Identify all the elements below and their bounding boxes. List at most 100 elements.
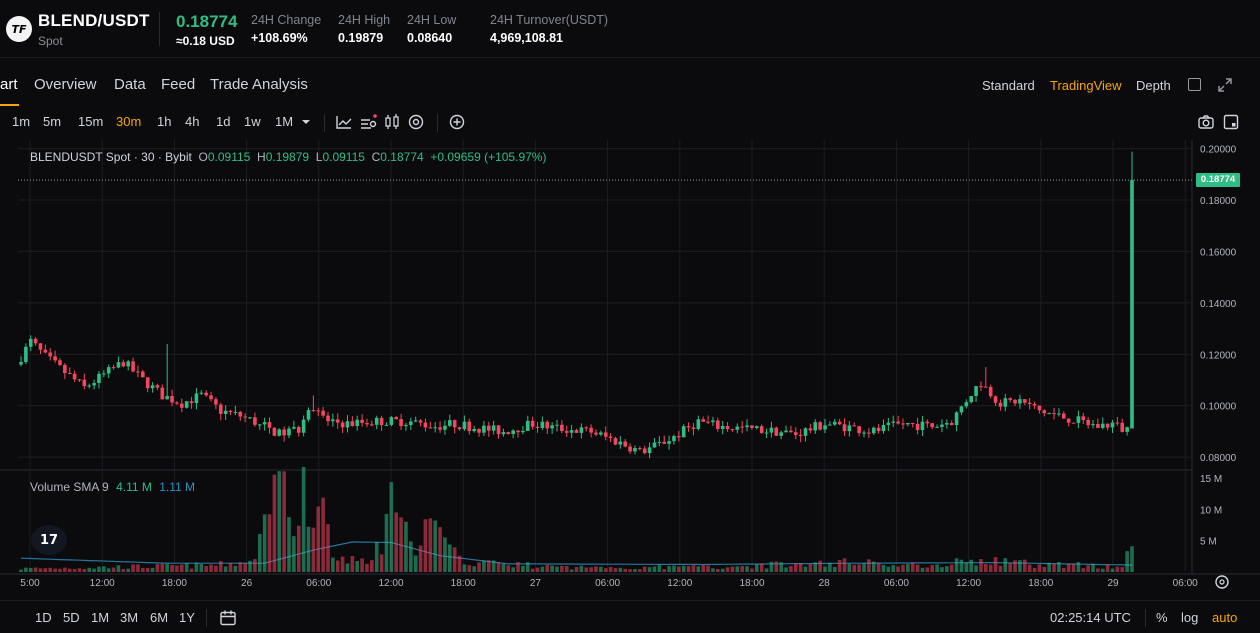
bottom-divider <box>206 609 207 627</box>
tab-trade-analysis[interactable]: Trade Analysis <box>210 76 308 93</box>
candle <box>394 415 399 420</box>
candle <box>199 390 204 396</box>
range-1y[interactable]: 1Y <box>179 610 195 625</box>
candle <box>949 420 954 426</box>
candle-body <box>306 410 311 420</box>
volume-bar <box>691 565 696 572</box>
tab-overview[interactable]: Overview <box>34 76 97 93</box>
interval-15m[interactable]: 15m <box>78 114 104 129</box>
volume-bar <box>847 563 852 572</box>
candle-body <box>681 426 686 438</box>
legend-open-label: O <box>198 150 208 164</box>
time-axis: 5:00 12:00 18:00 26 06:00 12:00 18:00 27 06:00 12… <box>20 575 1229 589</box>
utc-clock[interactable]: 02:25:14 UTC <box>1050 610 1131 625</box>
range-5d[interactable]: 5D <box>63 610 80 625</box>
candle-body <box>784 430 788 433</box>
price-chart[interactable]: 0.20000 0.18000 0.16000 0.14000 0.12000 0.100… <box>0 140 1260 600</box>
range-1d[interactable]: 1D <box>35 610 52 625</box>
auto-scale-toggle[interactable]: auto <box>1212 610 1238 625</box>
view-depth[interactable]: Depth <box>1136 78 1171 93</box>
candle <box>1052 407 1056 420</box>
interval-1d[interactable]: 1d <box>216 114 231 129</box>
time-tick-label: 18:00 <box>1028 578 1053 589</box>
candle-body <box>1037 405 1042 411</box>
volume-bar <box>998 565 1003 572</box>
candle-body <box>1105 423 1110 428</box>
interval-30m[interactable]: 30m <box>116 114 142 129</box>
candle-body <box>623 441 628 447</box>
volume-bars <box>19 466 1134 572</box>
volume-bar <box>642 566 647 572</box>
stat-24h-high: 24H High 0.19879 <box>338 13 390 45</box>
candle <box>642 445 647 455</box>
volume-bar <box>925 567 930 572</box>
interval-1M[interactable]: 1M <box>275 114 294 129</box>
volume-tick-label: 5 M <box>1200 537 1217 548</box>
candle <box>813 419 818 435</box>
interval-5m[interactable]: 5m <box>43 114 62 129</box>
volume-bar <box>214 565 218 572</box>
volume-bar <box>599 566 603 572</box>
candle-body <box>428 427 433 429</box>
candle <box>1125 426 1129 436</box>
candle <box>1061 411 1066 419</box>
range-6m[interactable]: 6M <box>150 610 169 625</box>
interval-1m[interactable]: 1m <box>12 114 31 129</box>
volume-bar <box>228 563 233 572</box>
camera-icon[interactable] <box>1196 112 1216 132</box>
percent-scale-toggle[interactable]: % <box>1156 610 1168 625</box>
add-compare-icon[interactable] <box>447 112 467 132</box>
settings-icon[interactable] <box>406 112 426 132</box>
candles-icon[interactable] <box>382 112 402 132</box>
line-chart-icon[interactable] <box>334 112 354 132</box>
candle-body <box>360 419 364 424</box>
candle-body <box>901 423 905 425</box>
layout-icon[interactable] <box>1221 112 1241 132</box>
chevron-down-icon[interactable] <box>296 112 316 132</box>
candle <box>63 363 67 380</box>
interval-1h[interactable]: 1h <box>157 114 172 129</box>
candle-body <box>1003 398 1008 407</box>
candle <box>608 432 613 443</box>
candle-body <box>677 436 681 438</box>
candle <box>292 420 296 430</box>
candle-body <box>106 367 111 374</box>
volume-bar <box>501 563 506 572</box>
volume-bar <box>1076 562 1081 572</box>
volume-bar <box>457 555 462 572</box>
view-tradingview[interactable]: TradingView <box>1050 78 1122 93</box>
candle <box>248 417 252 420</box>
tab-data[interactable]: Data <box>114 76 146 93</box>
candle-body <box>540 421 545 428</box>
indicators-icon[interactable] <box>358 112 378 132</box>
chart-canvas[interactable]: 0.20000 0.18000 0.16000 0.14000 0.12000 0.100… <box>0 140 1260 600</box>
log-scale-toggle[interactable]: log <box>1181 610 1199 625</box>
checkbox-icon[interactable] <box>1188 78 1201 91</box>
volume-bar <box>316 506 321 572</box>
candle-body <box>691 427 696 430</box>
volume-bar <box>394 512 399 572</box>
candle <box>428 421 433 429</box>
candle-body <box>613 438 618 445</box>
tab-chart[interactable]: art <box>0 76 18 93</box>
market-type: Spot <box>38 34 63 48</box>
trading-pair[interactable]: BLEND/USDT <box>38 11 150 30</box>
volume-bar <box>472 566 476 572</box>
volume-bar <box>82 569 87 572</box>
interval-1w[interactable]: 1w <box>244 114 261 129</box>
tradingview-logo-icon[interactable]: 17 <box>31 525 67 555</box>
volume-bar <box>355 561 360 572</box>
range-3m[interactable]: 3M <box>120 610 139 625</box>
calendar-icon[interactable] <box>218 608 238 628</box>
candle-body <box>740 426 744 428</box>
range-1m[interactable]: 1M <box>91 610 110 625</box>
bottom-bar: 1D 5D 1M 3M 6M 1Y 02:25:14 UTC % log aut… <box>0 600 1260 633</box>
candle-body <box>1057 413 1061 415</box>
tab-feed[interactable]: Feed <box>161 76 196 93</box>
candle-body <box>1091 424 1095 426</box>
fullscreen-icon[interactable] <box>1217 77 1233 93</box>
interval-4h[interactable]: 4h <box>185 114 200 129</box>
volume-bar <box>233 565 238 572</box>
view-standard[interactable]: Standard <box>982 78 1035 93</box>
candle-body <box>906 422 910 425</box>
